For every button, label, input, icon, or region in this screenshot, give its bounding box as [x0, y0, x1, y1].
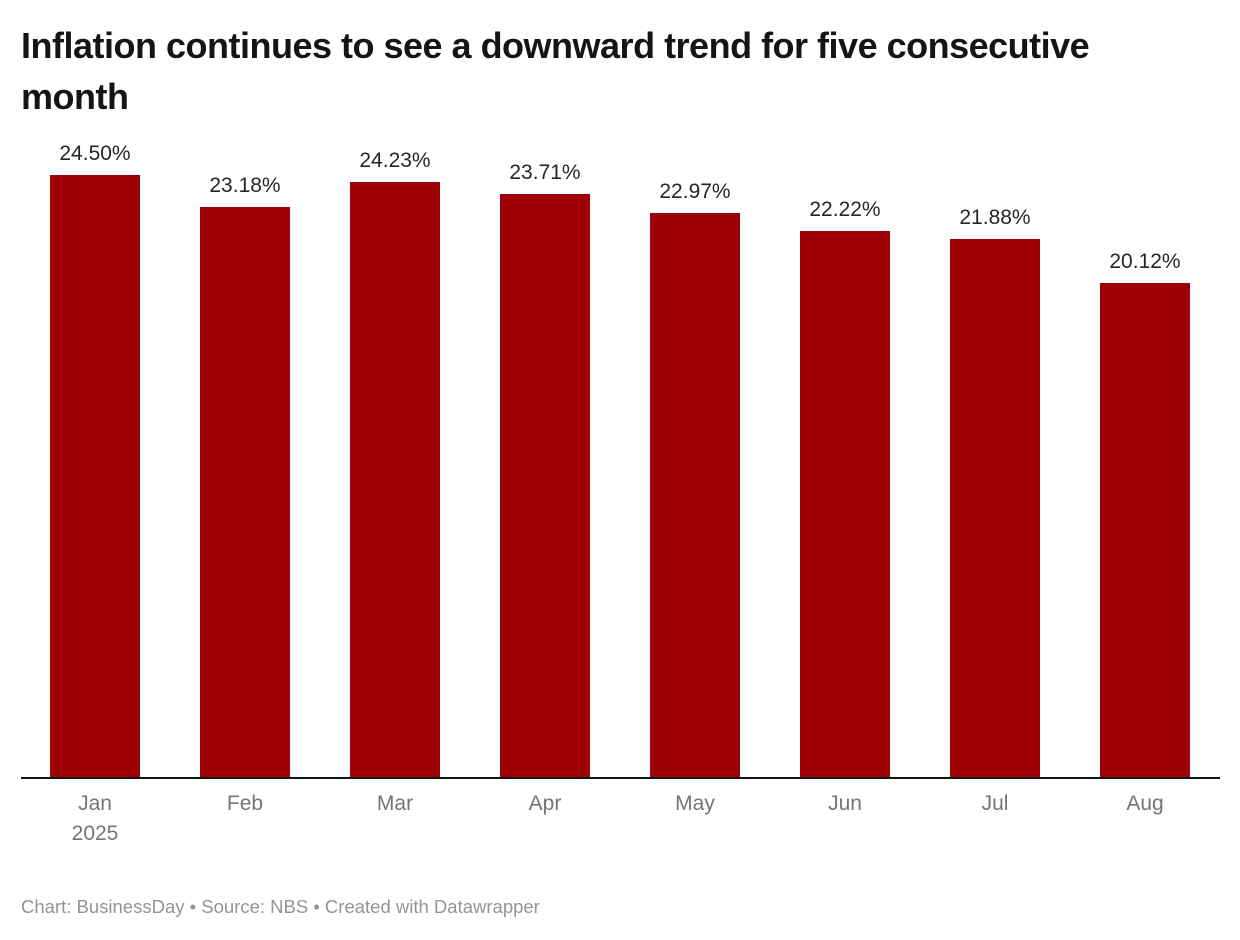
x-tick-label-feb: Feb	[226, 792, 264, 815]
bar-aug[interactable]	[1100, 282, 1190, 777]
x-tick-label-mar: Mar	[376, 792, 414, 815]
x-axis-tick-labels: Jan 2025 Feb Mar Apr May Jun Jul Aug	[20, 789, 1220, 849]
bar-column-may: 22.97%	[620, 140, 770, 777]
chart-title: Inflation continues to see a downward tr…	[21, 25, 1090, 117]
bar-feb[interactable]	[200, 207, 290, 777]
x-tick-label-jan: Jan 2025	[71, 792, 119, 845]
bar-apr[interactable]	[500, 194, 590, 777]
bar-value-label: 23.18%	[209, 174, 281, 198]
bar-value-label: 22.22%	[809, 198, 881, 221]
bar-value-label: 23.71%	[509, 161, 581, 185]
x-tick-label-aug: Aug	[1126, 792, 1164, 815]
bar-column-jul: 21.88%	[920, 140, 1070, 777]
bar-value-label: 21.88%	[959, 206, 1031, 230]
bar-column-mar: 24.23%	[320, 140, 470, 777]
bar-may[interactable]	[650, 212, 740, 777]
x-tick-label-jul: Jul	[981, 792, 1009, 815]
footer-credit: Chart: BusinessDay • Source: NBS • Creat…	[21, 896, 540, 917]
bar-column-apr: 23.71%	[470, 140, 620, 777]
bar-jan[interactable]	[50, 175, 140, 777]
bar-jun[interactable]	[800, 231, 890, 777]
bar-jul[interactable]	[950, 239, 1040, 777]
bar-column-aug: 20.12%	[1070, 140, 1220, 777]
plot-area: 24.50% 23.18% 24.23% 23.71% 22.97% 22.22% 21.8…	[20, 140, 1220, 777]
bar-mar[interactable]	[350, 181, 440, 777]
x-axis-line	[21, 777, 1220, 779]
x-tick-label-apr: Apr	[528, 792, 562, 815]
bar-value-label: 20.12%	[1109, 249, 1181, 273]
x-tick-label-jun: Jun	[828, 792, 862, 815]
bar-value-label: 22.97%	[659, 179, 731, 203]
bar-column-jan: 24.50%	[20, 140, 170, 777]
bar-value-label: 24.50%	[59, 142, 131, 165]
x-tick-label-may: May	[675, 792, 715, 815]
bar-column-feb: 23.18%	[170, 140, 320, 777]
bar-column-jun: 22.22%	[770, 140, 920, 777]
bar-value-label: 24.23%	[359, 148, 431, 172]
